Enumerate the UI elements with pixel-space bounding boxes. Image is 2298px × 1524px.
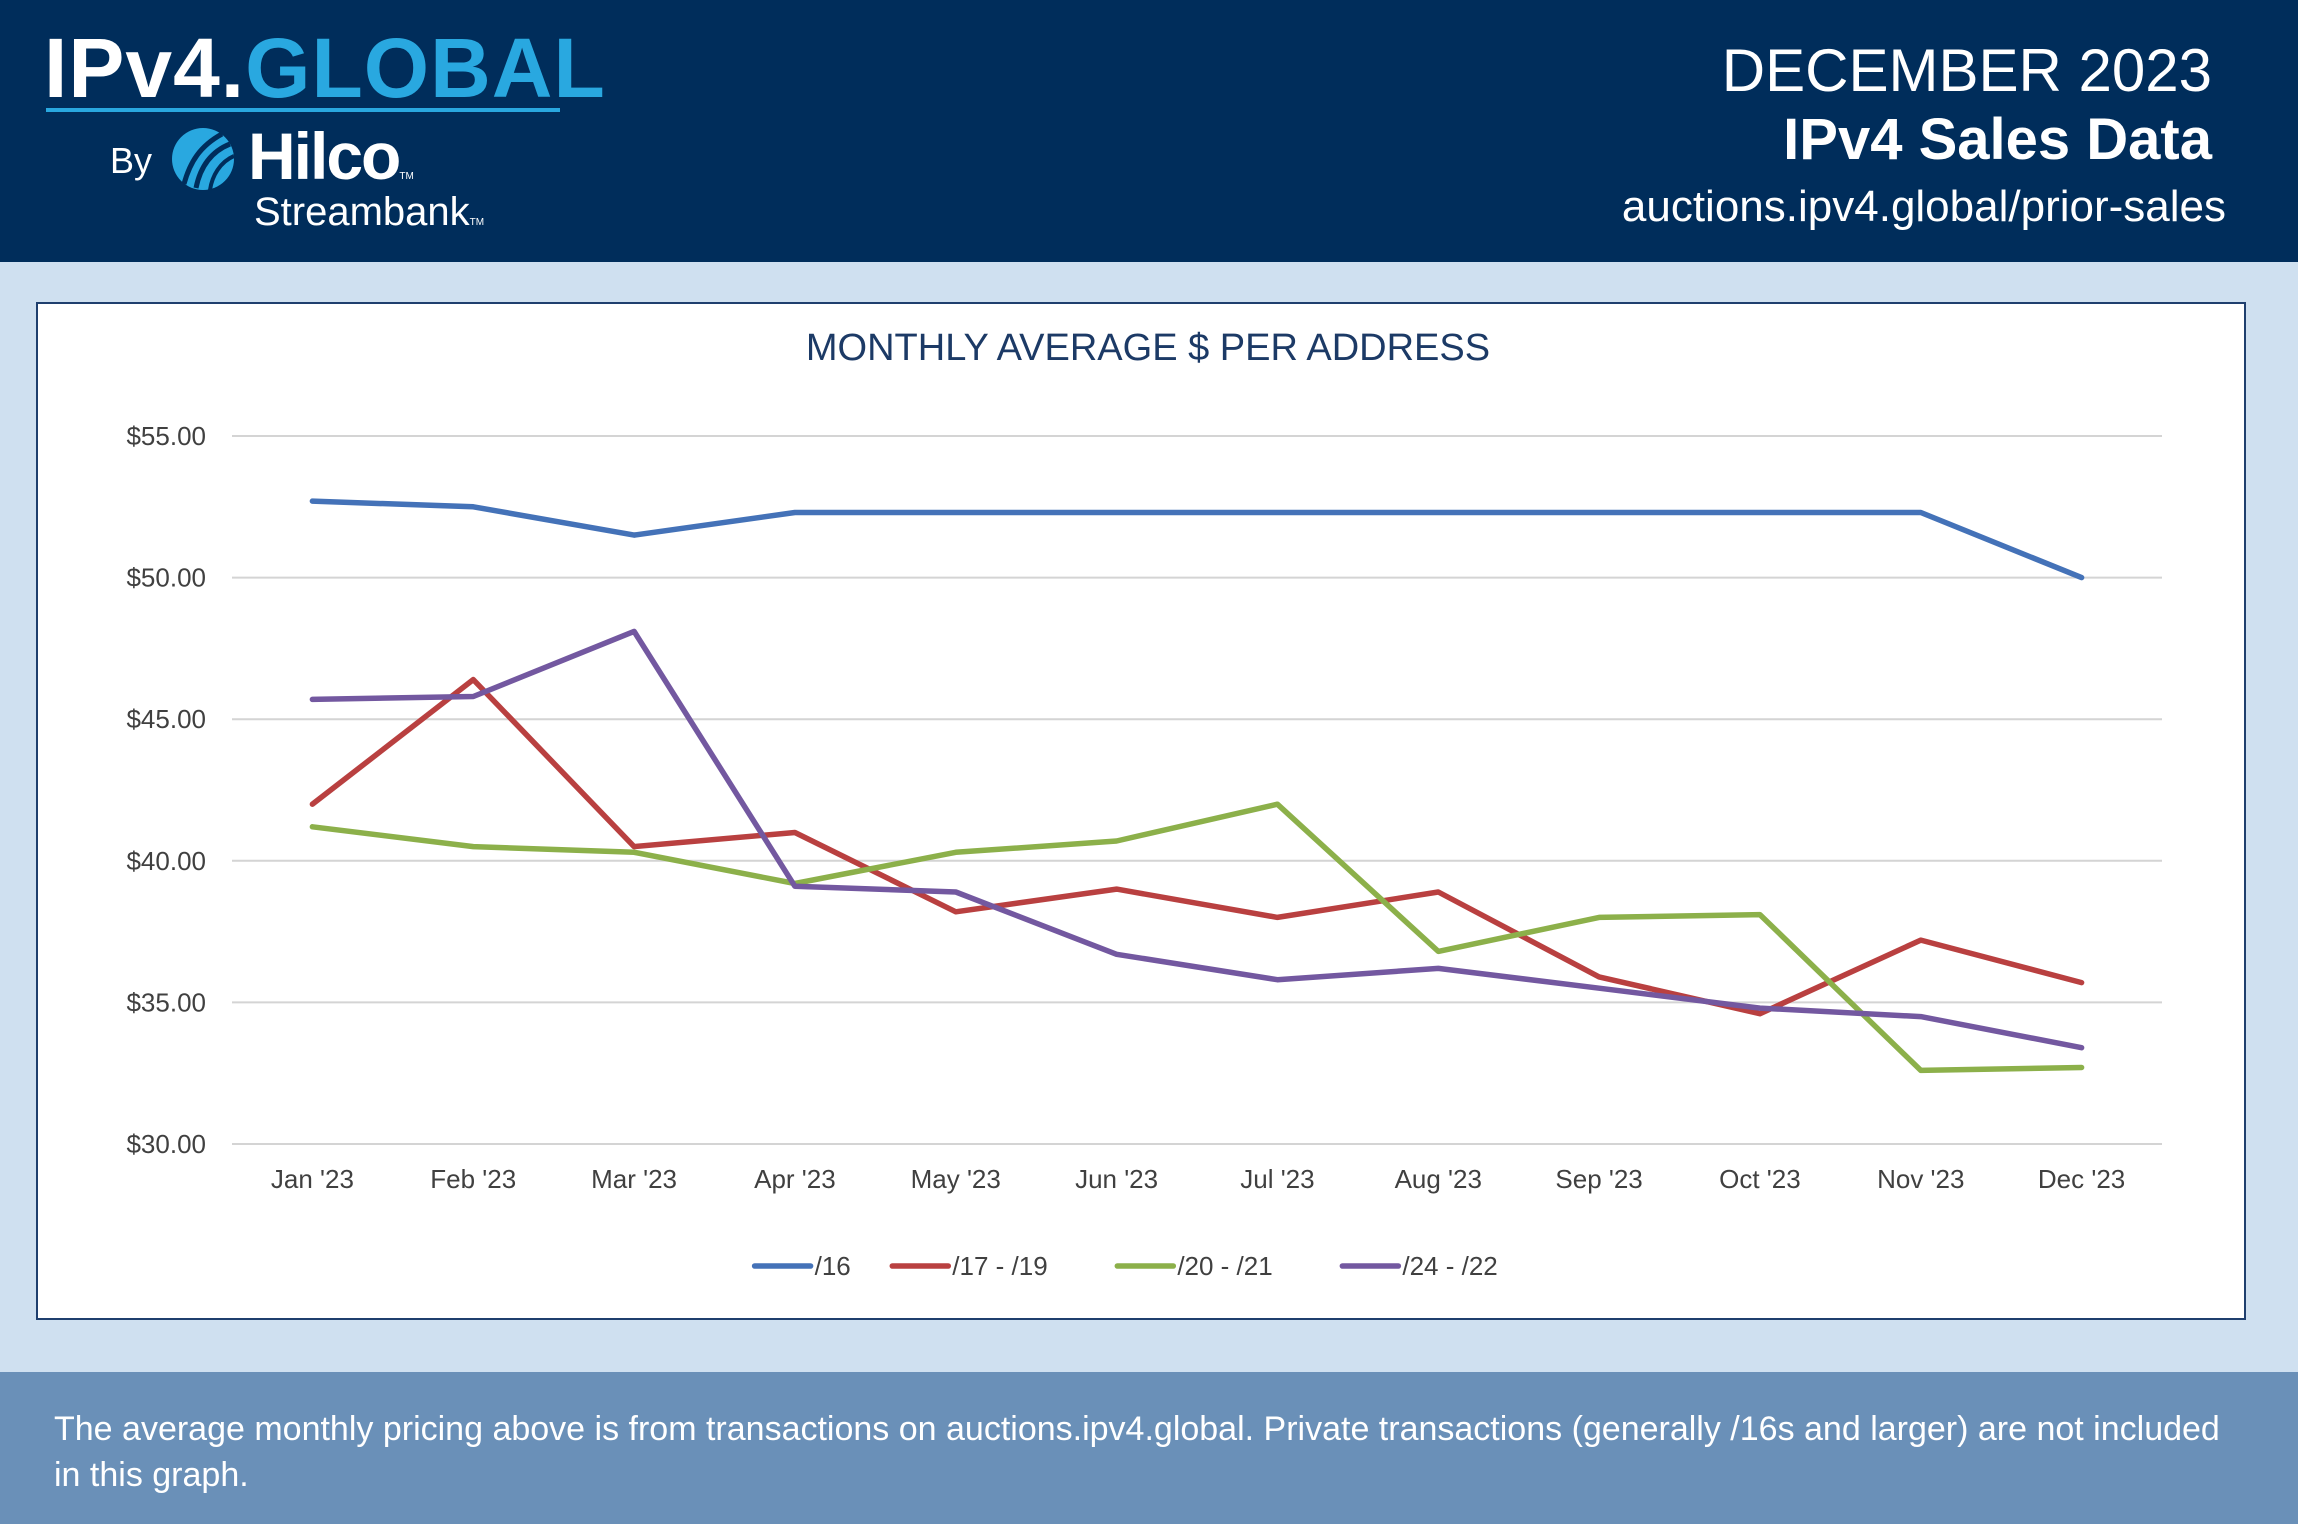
x-tick-label: Dec '23: [2038, 1164, 2125, 1194]
footer-note: The average monthly pricing above is fro…: [54, 1410, 2220, 1494]
x-tick-label: Jan '23: [271, 1164, 354, 1194]
x-tick-label: Oct '23: [1719, 1164, 1801, 1194]
legend-label: /24 - /22: [1402, 1251, 1497, 1281]
footer-band: The average monthly pricing above is fro…: [0, 1372, 2298, 1524]
header-banner: IPv4.GLOBAL By HilcoTM StreambankTM DECE…: [0, 0, 2298, 262]
line-chart: MONTHLY AVERAGE $ PER ADDRESS $30.00 $35.0…: [126, 327, 2162, 1281]
report-month: DECEMBER 2023: [1721, 37, 2212, 104]
legend-label: /20 - /21: [1177, 1251, 1272, 1281]
y-tick-label: $45.00: [126, 704, 206, 734]
x-tick-label: Apr '23: [754, 1164, 836, 1194]
logo-global-text: GLOBAL: [245, 21, 606, 115]
series-line: [309, 801, 2085, 1074]
ipv4-global-logo: IPv4.GLOBAL: [44, 18, 606, 118]
x-tick-label: Nov '23: [1877, 1164, 1964, 1194]
series-line: [309, 628, 2085, 1051]
legend-label: /17 - /19: [952, 1251, 1047, 1281]
y-tick-label: $55.00: [126, 421, 206, 451]
logo-hilco-text: HilcoTM: [248, 119, 414, 193]
legend-label: /16: [815, 1251, 851, 1281]
chart-title: MONTHLY AVERAGE $ PER ADDRESS: [806, 327, 1490, 369]
x-tick-label: Feb '23: [430, 1164, 516, 1194]
logo-divider: [46, 108, 560, 112]
series-line: [309, 498, 2085, 581]
y-tick-label: $35.00: [126, 987, 206, 1017]
x-tick-label: Jul '23: [1240, 1164, 1314, 1194]
series-line: [309, 676, 2085, 1017]
hilco-swoosh-icon: [172, 128, 235, 191]
logo-ipv4-text: IPv4.: [44, 21, 246, 115]
x-tick-label: May '23: [911, 1164, 1001, 1194]
y-tick-label: $50.00: [126, 563, 206, 593]
logo-by-text: By: [110, 140, 153, 181]
x-tick-label: Jun '23: [1075, 1164, 1158, 1194]
x-tick-label: Aug '23: [1395, 1164, 1482, 1194]
trademark-mark: TM: [399, 171, 414, 182]
x-tick-label: Sep '23: [1555, 1164, 1642, 1194]
x-tick-label: Mar '23: [591, 1164, 677, 1194]
y-tick-label: $40.00: [126, 846, 206, 876]
chart-panel: MONTHLY AVERAGE $ PER ADDRESS $30.00 $35.0…: [36, 302, 2246, 1320]
report-title: IPv4 Sales Data: [1783, 107, 2212, 172]
prior-sales-url: auctions.ipv4.global/prior-sales: [1621, 182, 2226, 231]
trademark-mark: TM: [469, 217, 485, 228]
logo-streambank-text: StreambankTM: [254, 190, 485, 234]
y-tick-label: $30.00: [126, 1129, 206, 1159]
